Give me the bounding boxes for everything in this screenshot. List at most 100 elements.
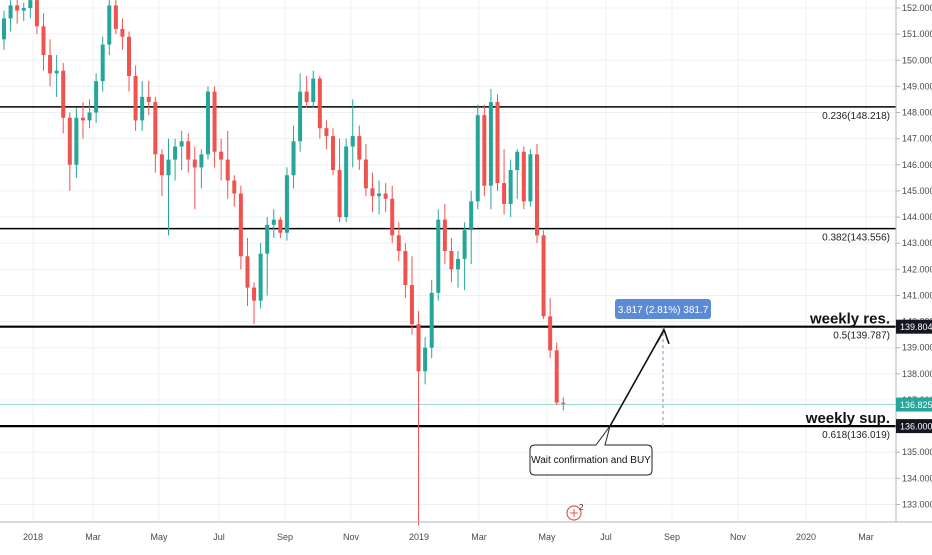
measure-label-box <box>615 299 711 319</box>
candle-body[interactable] <box>554 350 559 403</box>
candle-body[interactable] <box>87 112 92 121</box>
candle-body[interactable] <box>245 256 250 288</box>
candle-body[interactable] <box>232 180 237 194</box>
candle-body[interactable] <box>146 96 151 103</box>
candle-body[interactable] <box>225 159 230 181</box>
time-tick-label: Nov <box>343 532 360 542</box>
candle-body[interactable] <box>80 117 85 121</box>
candle-body[interactable] <box>409 284 414 325</box>
candle-body[interactable] <box>344 146 349 218</box>
price-tick-label: 141.000 <box>902 290 932 300</box>
candle-body[interactable] <box>541 235 546 317</box>
candle-body[interactable] <box>140 96 145 121</box>
candle-body[interactable] <box>166 159 171 176</box>
candle-body[interactable] <box>107 5 112 45</box>
candle-body[interactable] <box>61 70 66 118</box>
candle-body[interactable] <box>462 230 467 259</box>
candle-body[interactable] <box>252 287 257 301</box>
candle-body[interactable] <box>34 0 39 27</box>
candle-body[interactable] <box>403 251 408 285</box>
candle-body[interactable] <box>258 253 263 301</box>
price-tick-label: 152.000 <box>902 3 932 13</box>
price-tick-label: 143.000 <box>902 238 932 248</box>
candle-body[interactable] <box>28 0 33 9</box>
candle-body[interactable] <box>8 5 13 19</box>
candle-body[interactable] <box>548 316 553 351</box>
candle-body[interactable] <box>317 78 322 129</box>
candle-body[interactable] <box>456 258 461 270</box>
candle-body[interactable] <box>377 193 382 197</box>
level-label-fib-0.5: 0.5(139.787) <box>833 331 890 342</box>
candle-body[interactable] <box>304 91 309 103</box>
candle-body[interactable] <box>271 219 276 225</box>
candle-body[interactable] <box>357 136 362 160</box>
level-note-fib-0.5: weekly res. <box>809 311 890 328</box>
candle-body[interactable] <box>482 115 487 186</box>
candle-body[interactable] <box>2 18 6 40</box>
candle-body[interactable] <box>192 159 197 168</box>
candle-body[interactable] <box>100 44 105 82</box>
candle-body[interactable] <box>133 75 138 121</box>
candle-body[interactable] <box>390 198 395 236</box>
candle-body[interactable] <box>423 347 428 372</box>
candle-body[interactable] <box>219 151 224 160</box>
candle-body[interactable] <box>416 324 421 372</box>
candle-body[interactable] <box>298 91 303 142</box>
candle-body[interactable] <box>74 117 79 165</box>
candle-body[interactable] <box>528 154 533 202</box>
candle-body[interactable] <box>515 151 520 171</box>
candle-body[interactable] <box>179 141 184 147</box>
candle-body[interactable] <box>15 5 20 11</box>
candle-body[interactable] <box>159 154 164 176</box>
candle-body[interactable] <box>212 91 217 152</box>
candle-body[interactable] <box>173 146 178 160</box>
candle-body[interactable] <box>153 102 158 155</box>
candle-body[interactable] <box>48 55 53 74</box>
price-tag-fib-0.618: 136.000 <box>900 422 932 432</box>
candle-body[interactable] <box>561 402 566 404</box>
candle-body[interactable] <box>502 183 507 204</box>
price-tick-label: 138.000 <box>902 369 932 379</box>
candle-body[interactable] <box>54 70 59 74</box>
candle-body[interactable] <box>324 128 329 137</box>
candle-body[interactable] <box>199 154 204 168</box>
candle-body[interactable] <box>127 36 132 76</box>
candle-body[interactable] <box>120 28 125 37</box>
candle-body[interactable] <box>495 102 500 184</box>
candle-body[interactable] <box>350 136 355 147</box>
candle-body[interactable] <box>265 224 270 254</box>
candle-body[interactable] <box>469 201 474 231</box>
candle-body[interactable] <box>21 8 26 11</box>
candle-body[interactable] <box>238 193 243 257</box>
candle-body[interactable] <box>396 235 401 252</box>
time-tick-label: May <box>538 532 556 542</box>
candle-body[interactable] <box>436 219 441 293</box>
candle-body[interactable] <box>442 219 447 252</box>
callout-bubble[interactable] <box>529 425 653 476</box>
candle-body[interactable] <box>331 136 335 171</box>
candle-body[interactable] <box>521 151 526 202</box>
candle-body[interactable] <box>363 159 368 189</box>
candle-body[interactable] <box>67 117 72 165</box>
candle-body[interactable] <box>41 26 46 56</box>
candle-body[interactable] <box>291 141 296 176</box>
candle-body[interactable] <box>94 81 99 113</box>
candle-body[interactable] <box>278 219 283 233</box>
candle-body[interactable] <box>205 91 210 155</box>
candle-body[interactable] <box>508 170 513 204</box>
candle-body[interactable] <box>113 5 118 29</box>
candle-body[interactable] <box>429 292 434 348</box>
candle-body[interactable] <box>370 188 375 197</box>
level-note-fib-0.618: weekly sup. <box>805 410 890 427</box>
candle-body[interactable] <box>475 115 480 202</box>
candle-body[interactable] <box>284 175 289 233</box>
candle-body[interactable] <box>337 170 342 218</box>
candle-body[interactable] <box>488 102 493 186</box>
candle-body[interactable] <box>534 154 539 236</box>
candle-body[interactable] <box>311 78 316 103</box>
candle-body[interactable] <box>383 193 388 199</box>
candle-body[interactable] <box>449 251 454 270</box>
candle-body[interactable] <box>186 141 191 160</box>
target-arrow-line[interactable] <box>609 329 665 427</box>
